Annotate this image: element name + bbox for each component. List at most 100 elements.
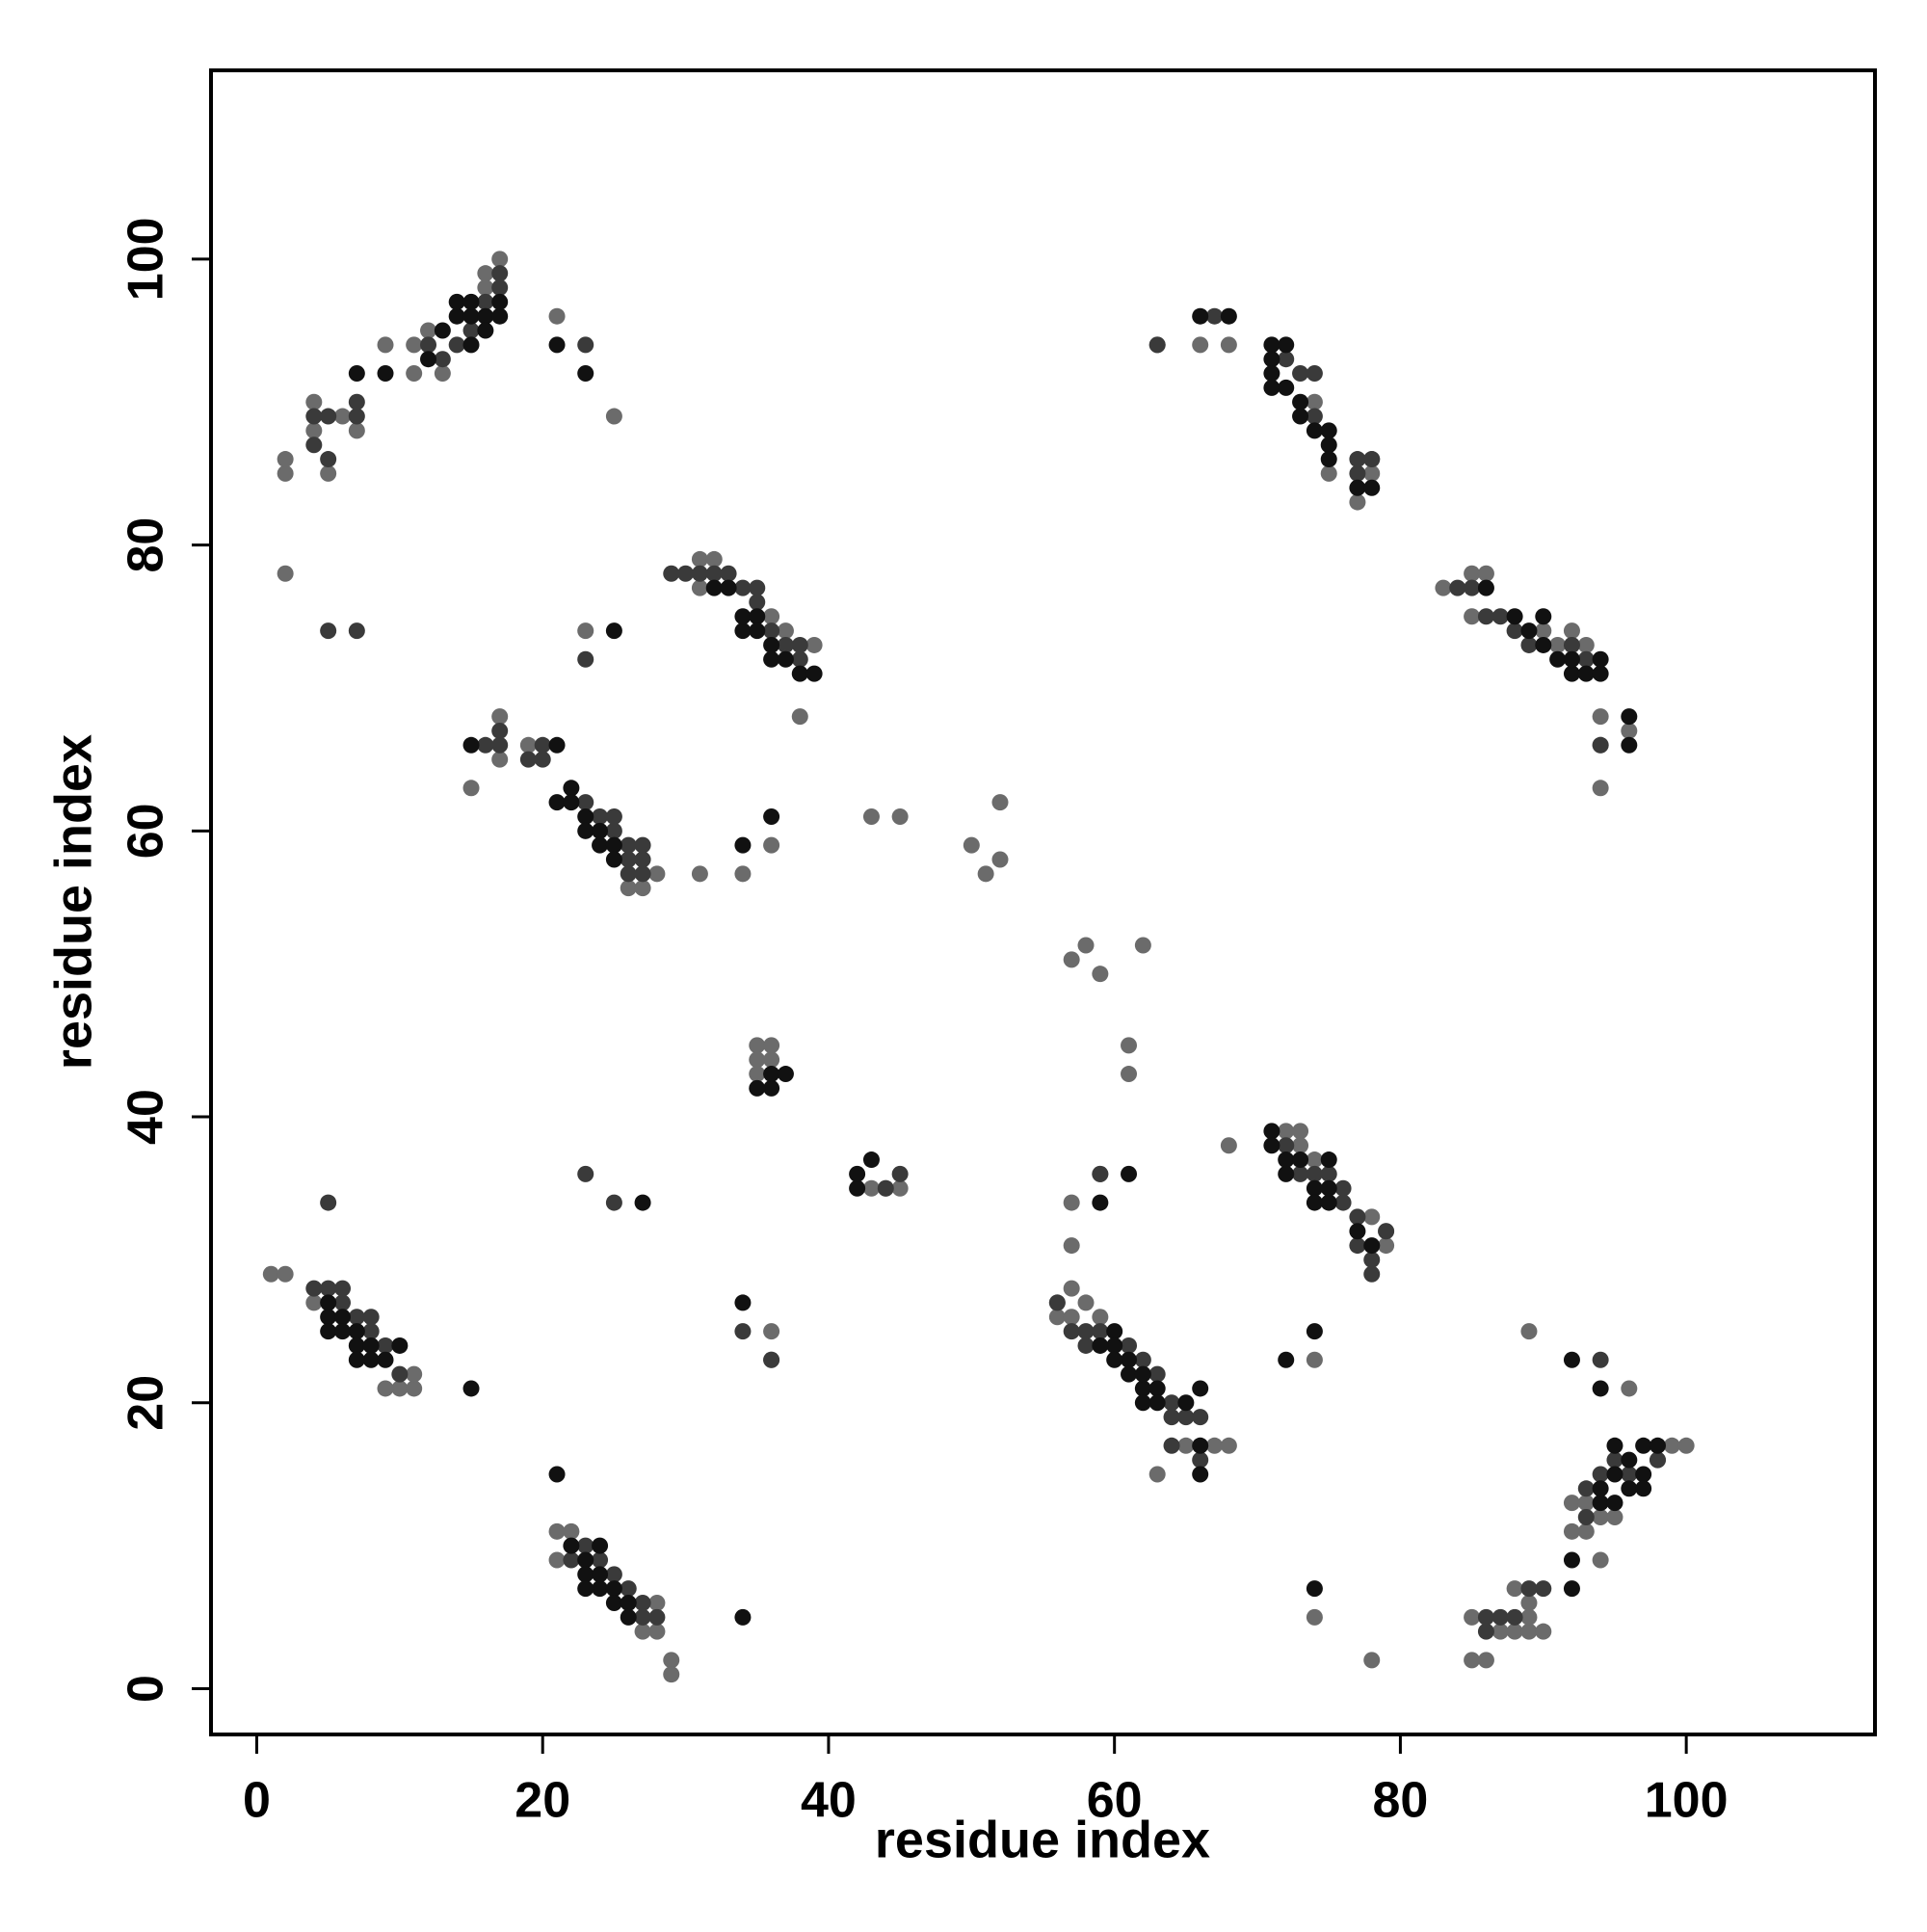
point <box>749 594 766 611</box>
point <box>1606 1508 1623 1525</box>
x-tick-label: 0 <box>243 1773 271 1829</box>
y-tick-label: 20 <box>119 1375 174 1431</box>
point <box>477 265 494 282</box>
point <box>1635 1437 1652 1454</box>
point <box>1563 650 1580 668</box>
point <box>1563 1522 1580 1540</box>
point <box>1363 451 1381 468</box>
point <box>1263 365 1280 383</box>
point <box>1092 1194 1109 1211</box>
point <box>991 851 1009 868</box>
point <box>548 736 566 754</box>
point <box>1121 1165 1138 1182</box>
point <box>891 1165 909 1182</box>
point <box>1163 1409 1180 1426</box>
point <box>548 1522 566 1540</box>
point <box>1320 422 1337 439</box>
point <box>592 1566 609 1583</box>
point <box>1306 422 1323 439</box>
point <box>320 408 337 425</box>
point <box>305 1280 323 1297</box>
point <box>377 336 394 354</box>
point <box>420 322 437 339</box>
point <box>305 437 323 454</box>
point <box>1077 1323 1095 1340</box>
point <box>563 780 580 797</box>
point <box>1292 393 1309 410</box>
point <box>849 1165 866 1182</box>
point <box>1535 1580 1552 1598</box>
point <box>377 1351 394 1368</box>
point <box>1121 1037 1138 1054</box>
point <box>763 836 780 854</box>
point <box>1477 1652 1494 1669</box>
point <box>1148 1466 1166 1483</box>
point <box>749 1066 766 1083</box>
point <box>1649 1437 1666 1454</box>
point <box>1506 1623 1523 1640</box>
point <box>348 408 365 425</box>
point <box>777 1066 794 1083</box>
point <box>305 1294 323 1311</box>
point <box>320 464 337 482</box>
point <box>705 565 723 582</box>
point <box>563 794 580 811</box>
y-tick-label: 60 <box>119 803 174 859</box>
point <box>634 865 651 883</box>
point <box>462 1380 480 1397</box>
y-tick-label: 40 <box>119 1089 174 1145</box>
point <box>563 1522 580 1540</box>
point <box>1192 336 1209 354</box>
point <box>1121 1066 1138 1083</box>
point <box>691 550 708 568</box>
y-axis-title: residue index <box>44 734 102 1070</box>
point <box>305 393 323 410</box>
point <box>763 1351 780 1368</box>
point <box>462 736 480 754</box>
point <box>877 1179 894 1197</box>
point <box>1477 565 1494 582</box>
point <box>434 322 451 339</box>
point <box>491 708 509 726</box>
point <box>1506 1580 1523 1598</box>
point <box>1220 1137 1237 1154</box>
point <box>1677 1437 1695 1454</box>
point <box>749 622 766 640</box>
point <box>377 1337 394 1354</box>
x-tick-label: 40 <box>801 1773 857 1829</box>
point <box>420 336 437 354</box>
point <box>1520 636 1538 653</box>
point <box>763 650 780 668</box>
point <box>592 1580 609 1598</box>
point <box>634 1194 651 1211</box>
point <box>406 336 423 354</box>
point <box>634 1623 651 1640</box>
x-tick-label: 80 <box>1372 1773 1428 1829</box>
point <box>605 408 622 425</box>
point <box>1491 608 1509 625</box>
x-axis-title: residue index <box>875 1811 1210 1868</box>
point <box>362 1351 380 1368</box>
point <box>1134 937 1151 954</box>
point <box>1635 1480 1652 1497</box>
point <box>1363 1652 1381 1669</box>
point <box>605 807 622 825</box>
point <box>1535 636 1552 653</box>
point <box>1577 1495 1595 1512</box>
point <box>1177 1409 1195 1426</box>
point <box>577 1566 594 1583</box>
point <box>320 451 337 468</box>
point <box>1306 1165 1323 1182</box>
point <box>1592 780 1609 797</box>
point <box>1349 1223 1366 1240</box>
point <box>1506 1608 1523 1626</box>
point <box>1563 1580 1580 1598</box>
point <box>577 1165 594 1182</box>
point <box>777 622 794 640</box>
point <box>862 807 880 825</box>
point <box>305 408 323 425</box>
point <box>705 579 723 596</box>
point <box>1435 579 1452 596</box>
point <box>406 1365 423 1383</box>
